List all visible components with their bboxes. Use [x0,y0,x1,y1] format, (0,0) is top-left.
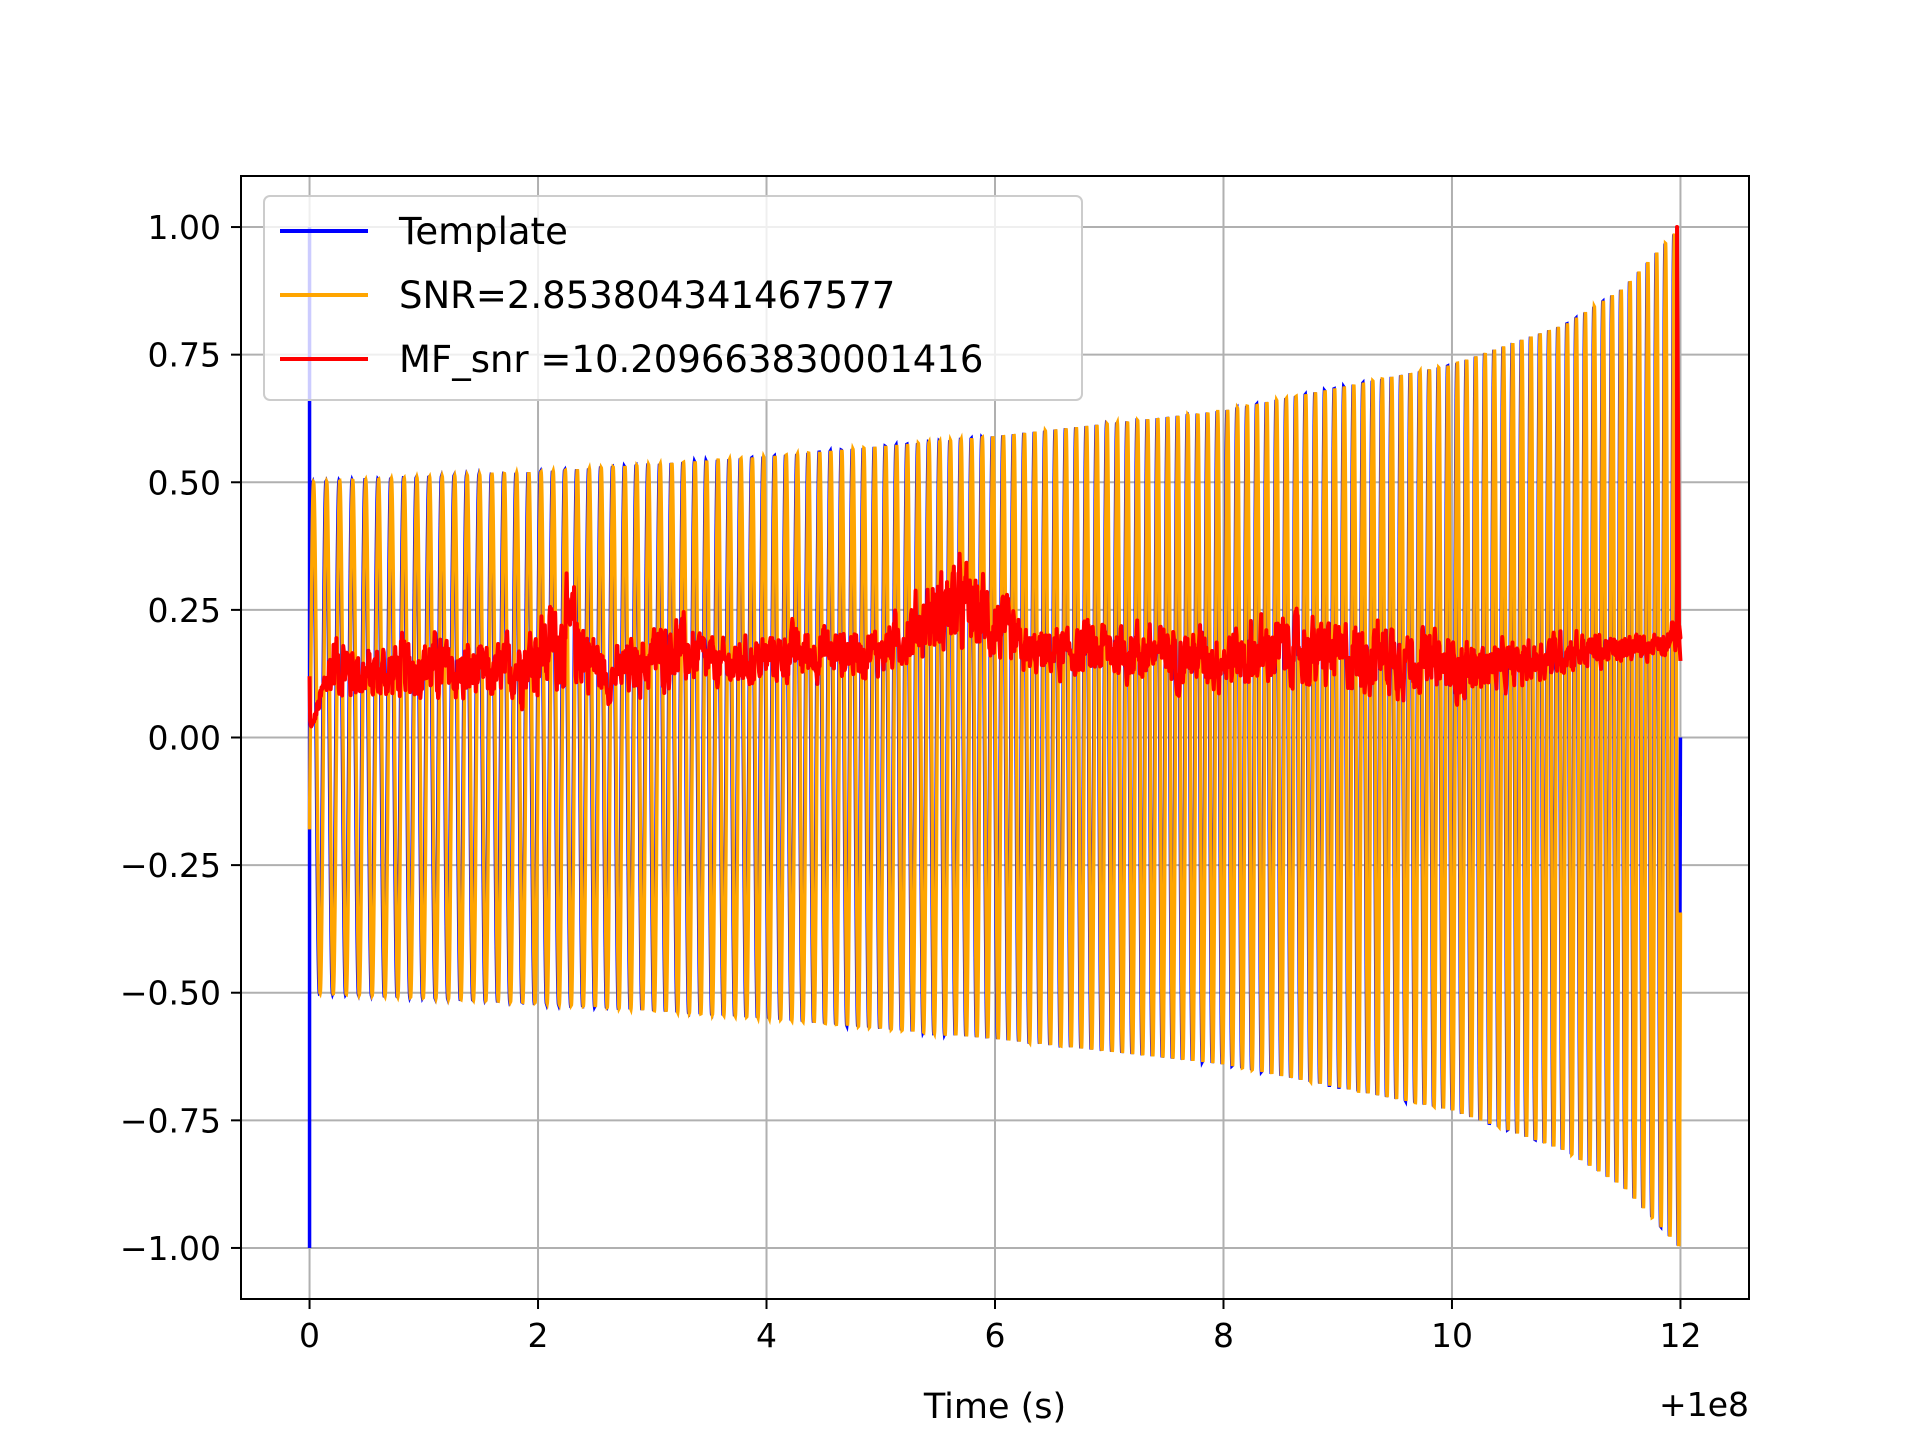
x-axis: 0 2 4 6 8 10 12 [299,1299,1701,1355]
series-mf-snr-line [307,225,1683,729]
x-tick-label: 4 [756,1316,777,1355]
legend-box [263,195,1083,401]
legend-label-snr: SNR=2.853804341467577 [399,274,895,317]
y-tick-label: −1.00 [120,1229,221,1268]
y-tick-label: 0.00 [148,719,221,758]
legend: Template SNR=2.853804341467577 MF_snr =1… [263,195,1083,401]
x-tick-label: 12 [1659,1316,1701,1355]
y-tick-label: −0.50 [120,974,221,1013]
y-tick-label: 0.25 [148,591,221,630]
x-axis-offset-label: +1e8 [1659,1385,1749,1424]
legend-entry-template: Template [280,210,568,253]
legend-label-template: Template [398,210,568,253]
y-tick-label: 1.00 [148,208,221,247]
y-tick-label: 0.75 [148,336,221,375]
y-tick-label: −0.25 [120,846,221,885]
x-tick-label: 0 [299,1316,320,1355]
legend-entry-snr: SNR=2.853804341467577 [280,274,895,317]
series-layer [307,225,1683,1248]
y-tick-label: 0.50 [148,463,221,502]
y-tick-label: −0.75 [120,1101,221,1140]
x-tick-label: 6 [985,1316,1006,1355]
x-axis-title: Time (s) [923,1387,1066,1427]
legend-label-mf-snr: MF_snr =10.209663830001416 [399,338,983,381]
y-axis: 1.00 0.75 0.50 0.25 0.00 −0.25 −0.50 −0.75 −1.00 [120,208,241,1268]
x-tick-label: 2 [528,1316,549,1355]
x-tick-label: 8 [1213,1316,1234,1355]
legend-entry-mf-snr: MF_snr =10.209663830001416 [280,338,983,381]
x-tick-label: 10 [1431,1316,1473,1355]
